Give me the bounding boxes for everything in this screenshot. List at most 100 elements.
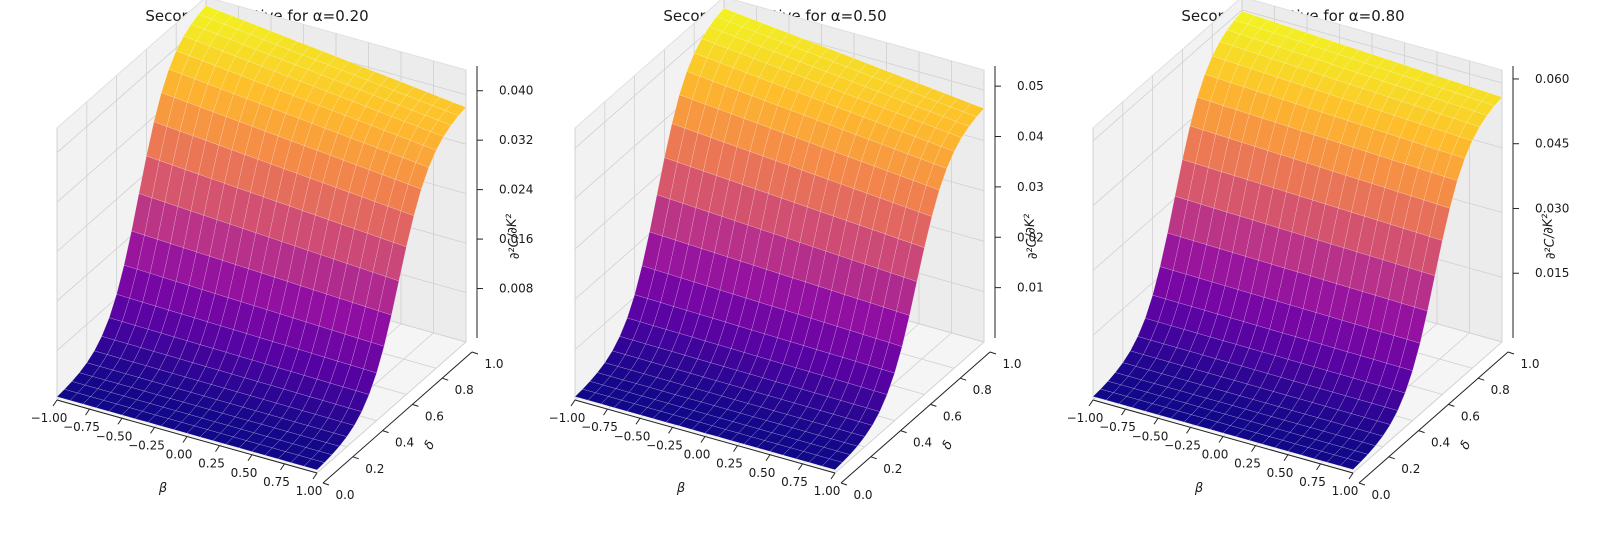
surface-patch <box>422 131 444 151</box>
y-tick-label: 0.8 <box>973 383 992 397</box>
x-tick-label: 0.25 <box>716 457 743 471</box>
x-tick-mark <box>182 436 188 443</box>
x-tick-mark <box>765 454 771 462</box>
z-tick-label: 0.032 <box>499 133 533 147</box>
x-tick-mark <box>247 454 253 462</box>
z-tick-label: 0.008 <box>499 282 533 296</box>
y-tick-label: 0.6 <box>1461 409 1480 423</box>
y-axis-label: δ <box>1457 438 1474 452</box>
surface-patch <box>821 458 843 470</box>
y-tick-mark <box>382 430 389 434</box>
surface-patch <box>318 442 340 456</box>
y-tick-mark <box>1448 403 1455 407</box>
y-tick-label: 0.0 <box>335 488 354 502</box>
y-tick-label: 0.2 <box>365 462 384 476</box>
surface-patch <box>933 146 955 169</box>
gridline-x-floor <box>834 341 985 474</box>
y-tick-label: 0.0 <box>853 488 872 502</box>
x-tick-label: 0.00 <box>1202 448 1229 462</box>
z-tick-label: 0.02 <box>1017 230 1044 244</box>
y-axis-label: δ <box>939 438 956 452</box>
z-tick-label: 0.015 <box>1535 266 1569 280</box>
y-tick-mark <box>960 377 967 381</box>
surface-patch <box>1421 236 1443 277</box>
surface-mesh <box>574 7 985 470</box>
x-tick-label: −0.50 <box>1132 429 1169 443</box>
y-tick-mark <box>412 403 419 407</box>
z-tick-label: 0.016 <box>499 232 533 246</box>
surface-patch <box>363 341 385 374</box>
x-tick-label: −1.00 <box>549 411 586 425</box>
x-tick-mark <box>280 463 285 471</box>
y-tick-label: 1.0 <box>484 357 503 371</box>
x-tick-mark <box>150 427 155 434</box>
surface-patch <box>1361 432 1384 447</box>
y-tick-mark <box>900 430 907 434</box>
x-tick-mark <box>1186 427 1191 434</box>
y-tick-label: 0.2 <box>883 462 902 476</box>
subplot-alpha-0.50: Second Derivative for α=0.50 −1.00−0.75−… <box>549 0 1044 502</box>
x-tick-mark <box>85 408 90 416</box>
x-tick-label: 1.00 <box>296 484 323 498</box>
surface-patch <box>828 450 851 463</box>
y-tick-label: 0.6 <box>425 409 444 423</box>
y-tick-mark <box>1507 351 1515 355</box>
x-tick-label: −0.75 <box>581 420 618 434</box>
x-tick-label: 0.75 <box>1299 475 1326 489</box>
z-tick-label: 0.01 <box>1017 281 1044 295</box>
x-tick-mark <box>603 408 608 416</box>
z-tick-label: 0.024 <box>499 183 533 197</box>
x-tick-mark <box>733 445 738 452</box>
x-tick-label: −0.25 <box>646 438 683 452</box>
x-axis-label: β <box>676 481 685 496</box>
gridline-z-left <box>574 16 725 149</box>
z-tick-label: 0.060 <box>1535 72 1569 86</box>
x-tick-mark <box>1153 417 1159 425</box>
x-tick-label: 0.75 <box>263 475 290 489</box>
y-tick-label: 0.4 <box>395 436 414 450</box>
x-tick-label: −1.00 <box>31 411 68 425</box>
y-tick-label: 0.4 <box>1431 436 1450 450</box>
surface-patch <box>370 310 392 347</box>
y-axis-line <box>322 351 473 484</box>
z-axis-label: ∂²C/∂K² <box>1022 213 1041 260</box>
x-tick-label: −1.00 <box>1067 411 1104 425</box>
x-tick-mark <box>635 417 641 425</box>
x-tick-mark <box>1121 408 1126 416</box>
x-tick-mark <box>312 472 318 480</box>
x-axis-label: β <box>1194 481 1203 496</box>
surface-patch <box>1436 176 1458 209</box>
y-axis-line <box>840 351 991 484</box>
y-tick-label: 0.8 <box>1491 383 1510 397</box>
x-tick-label: −0.75 <box>1099 420 1136 434</box>
surface-patch <box>1458 122 1480 142</box>
surface-patch <box>325 432 348 447</box>
surface-patch <box>1354 441 1376 455</box>
y-tick-mark <box>471 351 479 355</box>
x-tick-mark <box>1348 472 1354 480</box>
y-tick-mark <box>442 377 449 381</box>
surface-patch <box>303 458 325 471</box>
z-tick-label: 0.05 <box>1017 79 1044 93</box>
gridline-x-floor <box>316 341 467 474</box>
z-tick-label: 0.03 <box>1017 180 1044 194</box>
x-tick-mark <box>215 445 220 452</box>
y-tick-label: 0.4 <box>913 436 932 450</box>
x-tick-label: 0.75 <box>781 475 808 489</box>
x-tick-mark <box>798 463 803 471</box>
y-tick-mark <box>930 403 937 407</box>
y-tick-mark <box>989 351 997 355</box>
x-tick-mark <box>52 399 58 407</box>
x-tick-label: 0.50 <box>1267 466 1294 480</box>
y-tick-label: 0.8 <box>455 383 474 397</box>
x-tick-mark <box>1283 454 1289 462</box>
x-tick-mark <box>570 399 576 407</box>
y-tick-mark <box>322 482 330 486</box>
y-tick-mark <box>1358 482 1366 486</box>
surface-patch <box>1339 458 1361 470</box>
z-axis-label: ∂²C/∂K² <box>504 213 523 260</box>
surface-mesh <box>1092 11 1503 470</box>
surface-patch <box>925 163 948 191</box>
surface-patch <box>858 407 881 426</box>
